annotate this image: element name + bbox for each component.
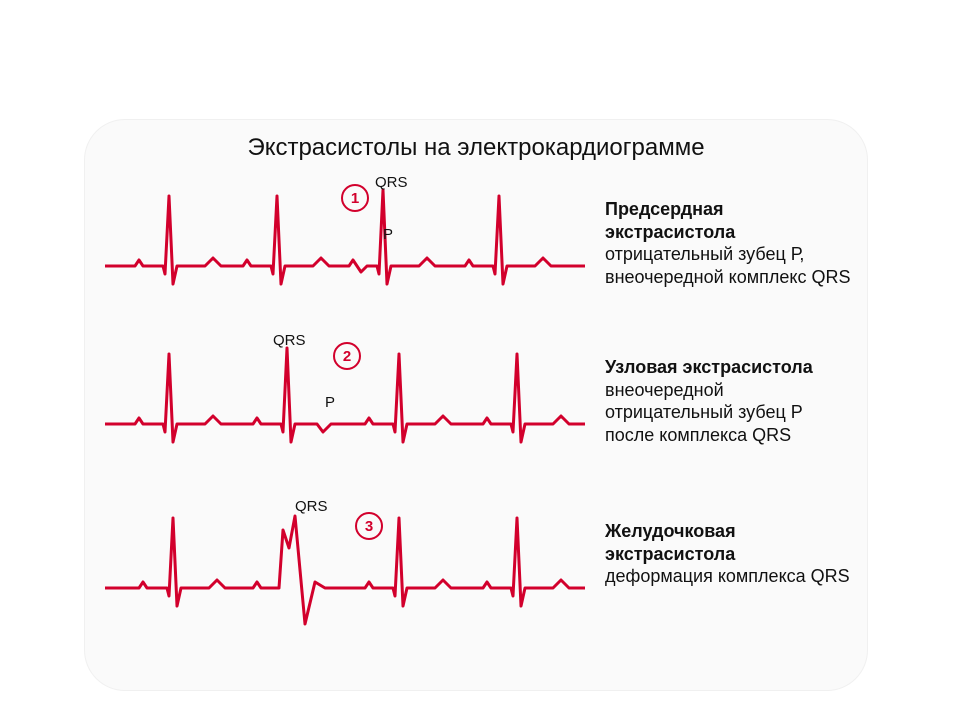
ecg-trace-3 [105,502,585,642]
row-badge-3: 3 [355,512,383,540]
row-description-body: деформация комплекса QRS [605,566,850,586]
row-description-2: Узловая экстрасистола внеочередной отрица… [605,356,855,446]
wave-label: P [325,394,335,411]
wave-label: P [383,226,393,243]
row-badge-1: 1 [341,184,369,212]
ecg-row-3: 3QRSЖелудочковая экстрасистоладеформация… [105,502,847,642]
row-badge-2: 2 [333,342,361,370]
row-description-title: Узловая экстрасистола [605,357,813,377]
wave-label: QRS [273,332,306,349]
ecg-row-1: 1QRSPПредсердная экстрасистолаотрицатель… [105,180,847,320]
row-description-body: отрицательный зубец Р, внеочередной комп… [605,244,850,287]
row-description-title: Желудочковая экстрасистола [605,521,736,564]
row-description-3: Желудочковая экстрасистоладеформация ком… [605,520,855,588]
wave-label: QRS [375,174,408,191]
ecg-row-2: 2QRSPУзловая экстрасистолавнеочередной о… [105,338,847,478]
row-description-title: Предсердная экстрасистола [605,199,735,242]
diagram-card: Экстрасистолы на электрокардиограмме 1 QR… [85,120,867,690]
row-description-body: внеочередной отрицательный зубец Р после… [605,380,803,445]
row-description-1: Предсердная экстрасистолаотрицательный з… [605,198,855,288]
diagram-title: Экстрасистолы на электрокардиограмме [85,134,867,162]
wave-label: QRS [295,498,328,515]
